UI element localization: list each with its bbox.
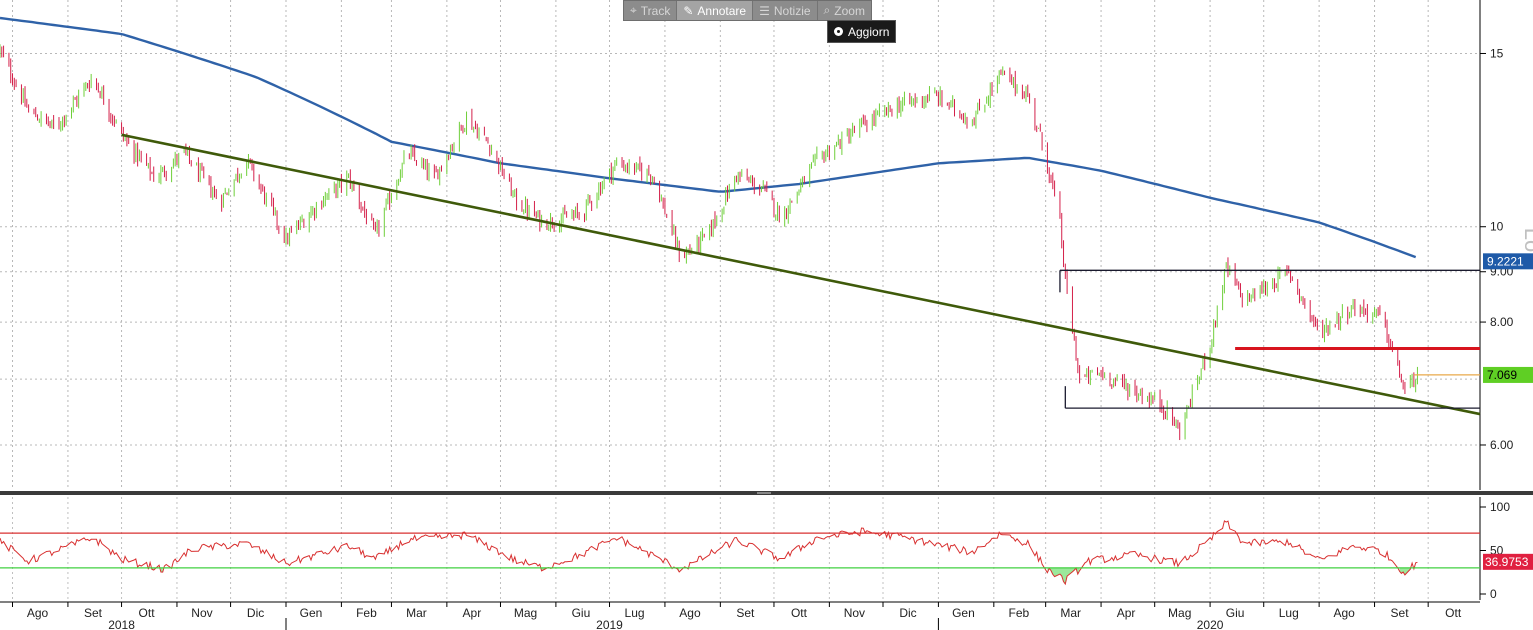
month-label: Nov xyxy=(191,606,212,620)
month-label: Ago xyxy=(679,606,701,620)
news-label: Notizie xyxy=(773,3,811,18)
month-label: Apr xyxy=(463,606,482,620)
news-button[interactable]: ☰ Notizie xyxy=(753,1,818,20)
price-tick-label: 15 xyxy=(1490,46,1504,60)
annotate-label: Annotare xyxy=(697,3,747,18)
price-panel[interactable] xyxy=(0,16,1481,441)
month-label: Set xyxy=(1391,606,1410,620)
crosshair-icon: ⌖ xyxy=(630,3,637,17)
zoom-label: Zoom xyxy=(834,3,865,18)
last-value-badge xyxy=(1483,253,1533,270)
month-label: Mag xyxy=(1168,606,1191,620)
zoom-button[interactable]: ⌕ Zoom xyxy=(818,1,871,20)
last-value-label: 9.2221 xyxy=(1487,254,1524,268)
chart-toolbar: ⌖ Track ✎ Annotare ☰ Notizie ⌕ Zoom xyxy=(623,0,872,21)
month-label: Ott xyxy=(139,606,156,620)
last-value-label: 7.069 xyxy=(1487,368,1517,382)
rsi-last-label: 36.9753 xyxy=(1485,555,1529,569)
year-label: 2018 xyxy=(108,618,135,630)
last-value-badge xyxy=(1483,366,1533,383)
news-icon: ☰ xyxy=(759,3,770,18)
moving-average-line xyxy=(0,16,1417,259)
month-label: Gen xyxy=(300,606,323,620)
month-label: Mar xyxy=(406,606,427,620)
price-tick-label: 6.00 xyxy=(1490,438,1514,452)
month-label: Giu xyxy=(1226,606,1245,620)
month-label: Dic xyxy=(899,606,916,620)
month-label: Lug xyxy=(625,606,645,620)
month-label: Feb xyxy=(1008,606,1029,620)
month-label: Gen xyxy=(952,606,975,620)
x-axis: Ago Set Ott Nov Dic Gen Feb Mar Apr Mag Giu Lug Ago S… xyxy=(0,601,1480,630)
price-gridlines xyxy=(0,0,1481,600)
rsi-tick-label: 0 xyxy=(1490,587,1497,601)
rsi-oversold-fill xyxy=(675,567,680,572)
month-label: Ago xyxy=(1333,606,1355,620)
track-button[interactable]: ⌖ Track xyxy=(624,1,678,20)
month-label: Lug xyxy=(1279,606,1299,620)
month-label: Mar xyxy=(1060,606,1081,620)
panel-splitter[interactable] xyxy=(0,491,1533,495)
month-label: Ago xyxy=(27,606,49,620)
refresh-label: Aggiorn xyxy=(848,24,890,39)
pencil-icon: ✎ xyxy=(683,3,694,18)
price-tick-label: 8.00 xyxy=(1490,315,1514,329)
magnifier-icon: ⌕ xyxy=(823,3,831,17)
track-label: Track xyxy=(640,3,671,18)
month-label: Feb xyxy=(356,606,377,620)
year-label: 2019 xyxy=(596,618,623,630)
year-label: 2020 xyxy=(1197,618,1224,630)
month-label: Ott xyxy=(1445,606,1462,620)
month-label: Set xyxy=(84,606,103,620)
month-label: Mag xyxy=(514,606,537,620)
rsi-tick-label: 100 xyxy=(1490,500,1510,514)
month-label: Nov xyxy=(844,606,865,620)
month-label: Apr xyxy=(1117,606,1136,620)
rsi-panel[interactable] xyxy=(0,520,1480,586)
refresh-icon xyxy=(834,27,843,36)
rsi-oversold-fill xyxy=(160,567,163,573)
month-label: Giu xyxy=(572,606,591,620)
price-tick-label: 10 xyxy=(1490,220,1504,234)
month-label: Set xyxy=(736,606,755,620)
rsi-line xyxy=(0,520,1418,586)
trendline xyxy=(121,133,1481,416)
rsi-last-badge xyxy=(1483,553,1533,570)
splitter-grip xyxy=(757,492,771,494)
refresh-button[interactable]: Aggiorn xyxy=(827,20,897,43)
month-label: Dic xyxy=(247,606,264,620)
annotate-button[interactable]: ✎ Annotare xyxy=(677,1,754,20)
rsi-oversold-fill xyxy=(1399,567,1411,575)
axis-side-label: Lo xyxy=(1520,228,1533,252)
month-label: Ott xyxy=(791,606,808,620)
